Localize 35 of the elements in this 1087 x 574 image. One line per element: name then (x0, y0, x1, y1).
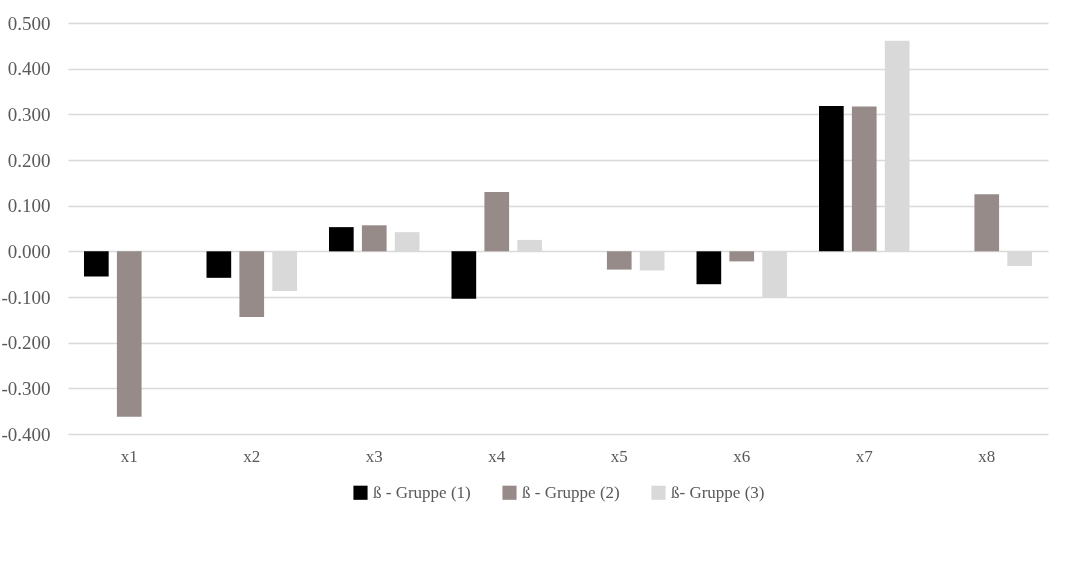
x-tick-label: x8 (978, 446, 996, 466)
bar (729, 251, 755, 262)
bar (84, 251, 109, 277)
y-tick-label: 0.400 (7, 58, 51, 80)
x-tick-label: x6 (733, 446, 751, 466)
x-tick-label: x7 (855, 446, 874, 466)
x-tick-label: x5 (610, 446, 628, 466)
legend-label: ß - Gruppe (1) (373, 482, 471, 502)
bar (451, 251, 477, 299)
bar (116, 251, 142, 417)
y-tick-label: 0.200 (7, 149, 51, 171)
y-tick-label: -0.100 (1, 286, 51, 308)
bar (851, 106, 877, 252)
x-tick-label: x3 (365, 446, 383, 466)
y-tick-label: -0.200 (1, 332, 51, 354)
bar (819, 106, 844, 252)
x-tick-label: x4 (488, 446, 506, 466)
y-tick-label: -0.300 (1, 377, 51, 399)
bar (239, 251, 265, 318)
y-tick-label: 0.300 (7, 103, 51, 125)
x-tick-label: x1 (120, 446, 138, 466)
bar (606, 251, 632, 270)
y-tick-label: 0.500 (7, 12, 51, 34)
bar (361, 225, 387, 252)
bar (484, 191, 510, 252)
y-tick-label: 0.100 (7, 195, 51, 217)
bar (974, 194, 1000, 252)
legend-label: ß- Gruppe (3) (671, 482, 765, 502)
x-tick-label: x2 (243, 446, 261, 466)
y-tick-label: 0.000 (7, 240, 51, 262)
legend-label: ß - Gruppe (2) (522, 482, 620, 502)
bar (329, 227, 354, 252)
y-tick-label: -0.400 (1, 423, 51, 445)
bar (206, 251, 232, 278)
bar (696, 251, 722, 285)
